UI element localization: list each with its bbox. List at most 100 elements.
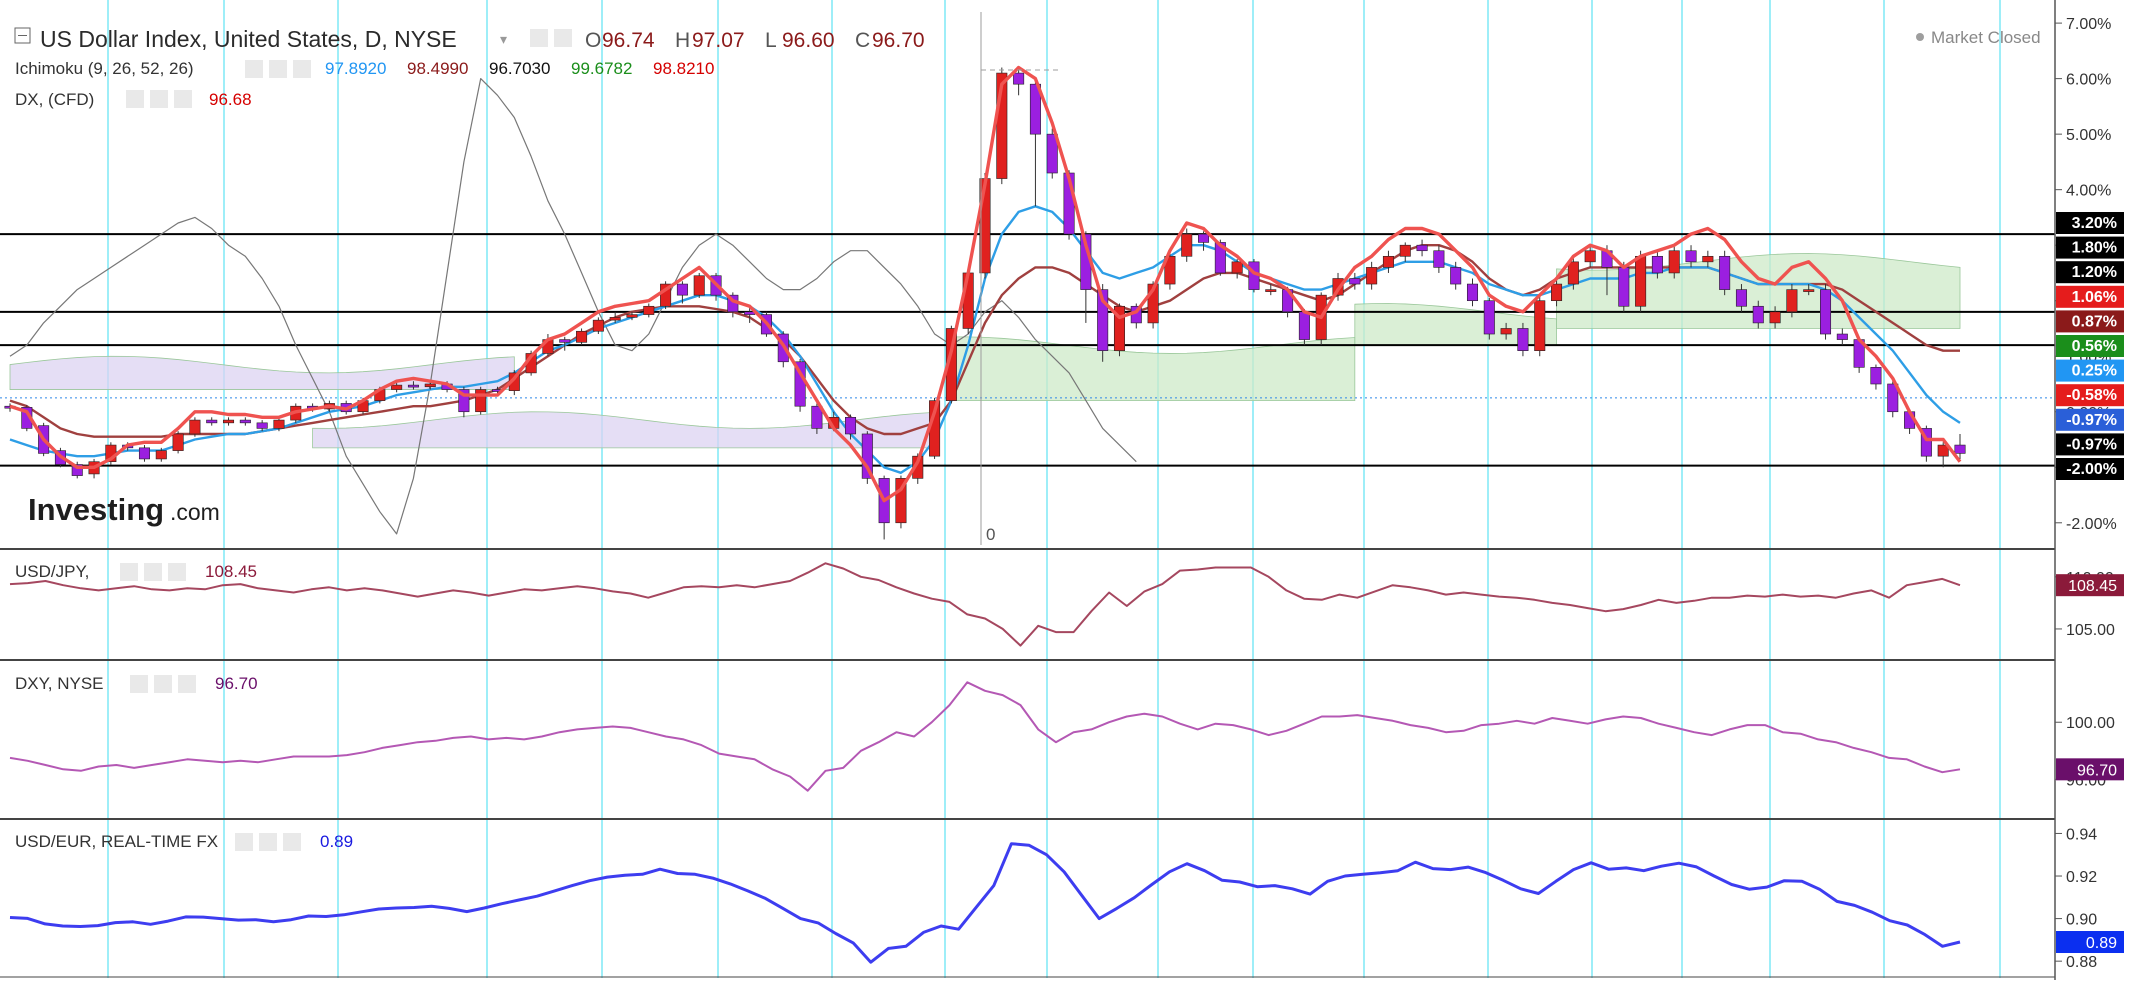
pane-0-eye-icon[interactable] — [120, 563, 138, 581]
ichimoku-values: 97.8920 98.4990 96.7030 99.6782 98.8210 — [325, 59, 714, 78]
dx-value: 96.68 — [209, 90, 252, 109]
ichimoku-value-2: 96.7030 — [489, 59, 550, 78]
title-settings-icons[interactable] — [530, 29, 572, 47]
candle-body-8 — [138, 447, 150, 460]
pane-2-tick-label-0: 0.94 — [2066, 826, 2097, 843]
badge-label-4: 0.87% — [2072, 313, 2117, 330]
candle-body-107 — [1803, 289, 1815, 292]
candle-body-90 — [1517, 328, 1529, 351]
candle-body-37 — [626, 314, 638, 318]
candle-body-60 — [1013, 72, 1025, 85]
candle-body-23 — [391, 384, 403, 390]
main-tick-label-9: -2.00% — [2066, 516, 2117, 533]
ichimoku-gear-icon[interactable] — [269, 60, 287, 78]
ohlc-value-2: 96.60 — [782, 29, 835, 52]
title-dropdown-icon[interactable]: ▾ — [500, 31, 507, 47]
pane-1-eye-icon[interactable] — [130, 675, 148, 693]
candle-body-81 — [1366, 267, 1378, 285]
candle-body-73 — [1231, 261, 1243, 274]
candle-body-59 — [996, 72, 1008, 179]
pane-1-tick-label-0: 100.00 — [2066, 715, 2115, 732]
candle-body-101 — [1702, 255, 1714, 263]
candle-body-61 — [1029, 83, 1041, 135]
badge-label-7: -0.58% — [2066, 387, 2117, 404]
candle-body-25 — [424, 383, 436, 388]
candle-body-68 — [1147, 283, 1159, 324]
candle-body-10 — [172, 433, 184, 451]
pane-1-close-icon[interactable] — [178, 675, 196, 693]
pane-1-badge-bg — [2056, 758, 2124, 781]
badge-label-10: -2.00% — [2066, 461, 2117, 478]
candle-body-115 — [1937, 444, 1949, 457]
candle-body-51 — [861, 433, 873, 479]
investing-logo-suffix: .com — [170, 499, 220, 525]
dx-eye-icon[interactable] — [126, 90, 144, 108]
ichimoku-settings-icons[interactable] — [245, 60, 311, 78]
candle-body-109 — [1836, 333, 1848, 340]
pane-1-gear-icon[interactable] — [154, 675, 172, 693]
candle-body-41 — [693, 275, 705, 296]
candle-body-48 — [811, 405, 823, 429]
candle-body-24 — [407, 384, 419, 388]
dx-gear-icon[interactable] — [150, 90, 168, 108]
ichimoku-eye-icon[interactable] — [245, 60, 263, 78]
eye-icon[interactable] — [530, 29, 548, 47]
investing-logo: Investing — [28, 492, 164, 527]
pane-0-badge-label: 108.45 — [2068, 578, 2117, 595]
candle-body-28 — [475, 389, 487, 413]
ohlc-key-3: C — [855, 29, 870, 52]
badge-bg-4 — [2056, 310, 2124, 333]
candle-body-87 — [1466, 283, 1479, 302]
badge-label-9: -0.97% — [2066, 436, 2117, 453]
candle-body-93 — [1567, 261, 1579, 285]
candle-body-98 — [1651, 255, 1663, 274]
candle-body-96 — [1618, 267, 1630, 307]
ohlc-value-1: 97.07 — [692, 29, 745, 52]
candle-body-97 — [1635, 255, 1647, 307]
ichimoku-value-1: 98.4990 — [407, 59, 468, 78]
tenkan-line — [9, 65, 1962, 503]
candle-body-13 — [223, 419, 235, 424]
candle-body-100 — [1685, 250, 1697, 263]
pane-title-2: USD/EUR, REAL-TIME FX — [15, 832, 218, 851]
pane-2-gear-icon[interactable] — [259, 833, 277, 851]
pane-0-gear-icon[interactable] — [144, 563, 162, 581]
candle-body-116 — [1954, 444, 1966, 454]
badge-bg-2 — [2056, 261, 2124, 284]
pane-2: USD/EUR, REAL-TIME FX 0.89 0.94 0.92 0.90 0.8… — [9, 826, 2124, 971]
pane-1-badge-label: 96.70 — [2077, 762, 2117, 779]
badge-label-8: -0.97% — [2066, 412, 2117, 429]
collapse-icon[interactable] — [14, 27, 31, 44]
ohlc-value-3: 96.70 — [872, 29, 925, 52]
dx-close-icon[interactable] — [174, 90, 192, 108]
candle-body-114 — [1920, 428, 1932, 457]
price-axis-badges: 3.20% 1.80% 1.20% 1.06% 0.87% 0.56% 0.25% -0.58… — [2056, 212, 2124, 480]
pane-2-eye-icon[interactable] — [235, 833, 253, 851]
ichimoku-close-icon[interactable] — [293, 60, 311, 78]
badge-bg-7 — [2056, 384, 2124, 407]
pane-0-close-icon[interactable] — [168, 563, 186, 581]
candle-body-14 — [239, 419, 251, 424]
badge-label-5: 0.56% — [2072, 338, 2117, 355]
main-tick-label-3: 4.00% — [2066, 183, 2111, 200]
main-tick-label-2: 5.00% — [2066, 127, 2111, 144]
gear-icon[interactable] — [554, 29, 572, 47]
dx-label[interactable]: DX, (CFD) — [15, 90, 94, 109]
dx-settings-icons[interactable] — [126, 90, 192, 108]
pane-2-badge-label: 0.89 — [2086, 935, 2117, 952]
zero-marker: 0 — [986, 525, 995, 544]
pane-2-tick-label-3: 0.88 — [2066, 954, 2097, 971]
candle-body-70 — [1181, 233, 1193, 257]
ichimoku-value-3: 99.6782 — [571, 59, 632, 78]
candle-body-75 — [1265, 289, 1277, 292]
ohlc-values: O 96.74 H 97.07 L 96.60 C 96.70 — [585, 29, 925, 52]
ichimoku-label[interactable]: Ichimoku (9, 26, 52, 26) — [15, 59, 194, 78]
pane-0-badge-bg — [2056, 574, 2124, 597]
symbol-title[interactable]: US Dollar Index, United States, D, NYSE — [40, 26, 457, 52]
candle-body-27 — [458, 389, 470, 413]
pane-line-1 — [9, 681, 1961, 792]
pane-2-close-icon[interactable] — [283, 833, 301, 851]
